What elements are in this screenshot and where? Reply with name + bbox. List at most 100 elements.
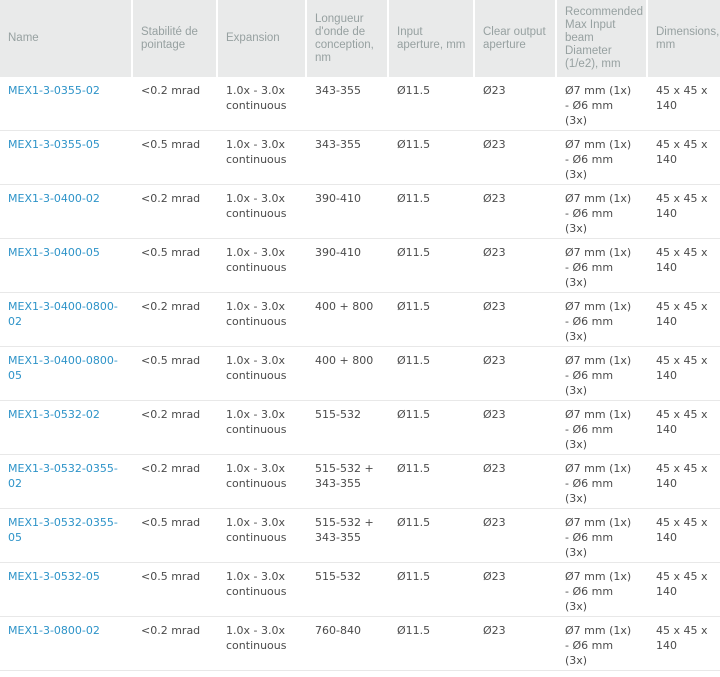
cell-wavelength: 400 + 800 — [307, 346, 389, 401]
table-body: MEX1-3-0355-02 <0.2 mrad 1.0x - 3.0x conti… — [0, 77, 720, 677]
cell-name: MEX1-3-0800-05 — [0, 670, 133, 677]
cell-clear_aperture: Ø23 — [475, 292, 557, 347]
product-link[interactable]: MEX1-3-0532-0355-05 — [8, 516, 118, 544]
table-row: MEX1-3-0355-05 <0.5 mrad 1.0x - 3.0x conti… — [0, 130, 720, 185]
cell-input_aperture: Ø11.5 — [389, 562, 475, 617]
cell-beam_diameter: Ø7 mm (1x) - Ø6 mm (3x) — [557, 130, 648, 185]
cell-wavelength: 343-355 — [307, 130, 389, 185]
cell-dimensions: 45 x 45 x 140 — [648, 238, 720, 293]
cell-input_aperture: Ø11.5 — [389, 292, 475, 347]
cell-stability: <0.5 mrad — [133, 670, 218, 677]
cell-beam_diameter: Ø7 mm (1x) - Ø6 mm (3x) — [557, 292, 648, 347]
table-row: MEX1-3-0355-02 <0.2 mrad 1.0x - 3.0x conti… — [0, 77, 720, 131]
product-link[interactable]: MEX1-3-0400-0800-02 — [8, 300, 118, 328]
cell-wavelength: 390-410 — [307, 238, 389, 293]
cell-dimensions: 45 x 45 x 140 — [648, 454, 720, 509]
table-row: MEX1-3-0532-05 <0.5 mrad 1.0x - 3.0x conti… — [0, 562, 720, 617]
cell-name: MEX1-3-0800-02 — [0, 616, 133, 671]
cell-wavelength: 515-532 + 343-355 — [307, 454, 389, 509]
column-header-stability: Stabilité de pointage — [133, 0, 218, 77]
table-header-row: Name Stabilité de pointage Expansion Longue… — [0, 0, 720, 77]
cell-name: MEX1-3-0355-02 — [0, 77, 133, 131]
cell-dimensions: 45 x 45 x 140 — [648, 346, 720, 401]
product-link[interactable]: MEX1-3-0400-02 — [8, 192, 100, 205]
cell-stability: <0.2 mrad — [133, 454, 218, 509]
product-link[interactable]: MEX1-3-0532-0355-02 — [8, 462, 118, 490]
table-row: MEX1-3-0400-05 <0.5 mrad 1.0x - 3.0x conti… — [0, 238, 720, 293]
cell-input_aperture: Ø11.5 — [389, 346, 475, 401]
cell-expansion: 1.0x - 3.0x continuous — [218, 454, 307, 509]
cell-dimensions: 45 x 45 x 140 — [648, 130, 720, 185]
product-link[interactable]: MEX1-3-0355-02 — [8, 84, 100, 97]
cell-expansion: 1.0x - 3.0x continuous — [218, 346, 307, 401]
cell-dimensions: 45 x 45 x 140 — [648, 616, 720, 671]
column-header-input_aperture: Input aperture, mm — [389, 0, 475, 77]
cell-name: MEX1-3-0532-0355-02 — [0, 454, 133, 509]
cell-name: MEX1-3-0400-0800-02 — [0, 292, 133, 347]
column-header-dimensions: Dimensions, mm — [648, 0, 720, 77]
cell-dimensions: 45 x 45 x 140 — [648, 292, 720, 347]
cell-input_aperture: Ø11.5 — [389, 454, 475, 509]
cell-dimensions: 45 x 45 x 140 — [648, 400, 720, 455]
cell-wavelength: 760-840 — [307, 670, 389, 677]
cell-wavelength: 760-840 — [307, 616, 389, 671]
cell-beam_diameter: Ø7 mm (1x) - Ø6 mm (3x) — [557, 400, 648, 455]
cell-expansion: 1.0x - 3.0x continuous — [218, 238, 307, 293]
cell-name: MEX1-3-0355-05 — [0, 130, 133, 185]
cell-clear_aperture: Ø23 — [475, 346, 557, 401]
cell-beam_diameter: Ø7 mm (1x) - Ø6 mm (3x) — [557, 184, 648, 239]
cell-stability: <0.5 mrad — [133, 130, 218, 185]
cell-name: MEX1-3-0532-02 — [0, 400, 133, 455]
cell-input_aperture: Ø11.5 — [389, 616, 475, 671]
cell-wavelength: 400 + 800 — [307, 292, 389, 347]
column-header-name: Name — [0, 0, 133, 77]
cell-beam_diameter: Ø7 mm (1x) - Ø6 mm (3x) — [557, 346, 648, 401]
product-link[interactable]: MEX1-3-0532-02 — [8, 408, 100, 421]
column-header-beam_diameter: Recommended Max Input beam Diameter (1/e… — [557, 0, 648, 77]
cell-stability: <0.5 mrad — [133, 346, 218, 401]
cell-expansion: 1.0x - 3.0x continuous — [218, 130, 307, 185]
cell-stability: <0.5 mrad — [133, 562, 218, 617]
column-header-expansion: Expansion — [218, 0, 307, 77]
table-row: MEX1-3-0400-02 <0.2 mrad 1.0x - 3.0x conti… — [0, 184, 720, 239]
cell-wavelength: 390-410 — [307, 184, 389, 239]
cell-clear_aperture: Ø23 — [475, 508, 557, 563]
cell-beam_diameter: Ø7 mm (1x) - Ø6 mm (3x) — [557, 670, 648, 677]
cell-clear_aperture: Ø23 — [475, 184, 557, 239]
product-link[interactable]: MEX1-3-0355-05 — [8, 138, 100, 151]
cell-stability: <0.5 mrad — [133, 238, 218, 293]
cell-beam_diameter: Ø7 mm (1x) - Ø6 mm (3x) — [557, 562, 648, 617]
cell-wavelength: 515-532 + 343-355 — [307, 508, 389, 563]
cell-input_aperture: Ø11.5 — [389, 238, 475, 293]
cell-input_aperture: Ø11.5 — [389, 670, 475, 677]
cell-input_aperture: Ø11.5 — [389, 130, 475, 185]
cell-stability: <0.2 mrad — [133, 292, 218, 347]
product-link[interactable]: MEX1-3-0400-0800-05 — [8, 354, 118, 382]
product-link[interactable]: MEX1-3-0400-05 — [8, 246, 100, 259]
table-row: MEX1-3-0800-02 <0.2 mrad 1.0x - 3.0x conti… — [0, 616, 720, 671]
cell-expansion: 1.0x - 3.0x continuous — [218, 400, 307, 455]
table-row: MEX1-3-0532-02 <0.2 mrad 1.0x - 3.0x conti… — [0, 400, 720, 455]
column-header-clear_aperture: Clear output aperture — [475, 0, 557, 77]
cell-dimensions: 45 x 45 x 140 — [648, 562, 720, 617]
cell-clear_aperture: Ø23 — [475, 670, 557, 677]
cell-beam_diameter: Ø7 mm (1x) - Ø6 mm (3x) — [557, 616, 648, 671]
cell-stability: <0.5 mrad — [133, 508, 218, 563]
cell-expansion: 1.0x - 3.0x continuous — [218, 670, 307, 677]
column-header-wavelength: Longueur d'onde de conception, nm — [307, 0, 389, 77]
cell-name: MEX1-3-0400-02 — [0, 184, 133, 239]
cell-input_aperture: Ø11.5 — [397, 84, 431, 97]
cell-clear_aperture: Ø23 — [475, 238, 557, 293]
cell-dimensions: 45 x 45 x 140 — [648, 508, 720, 563]
cell-name: MEX1-3-0400-05 — [0, 238, 133, 293]
cell-dimensions: 45 x 45 x 140 — [648, 184, 720, 239]
cell-clear_aperture: Ø23 — [475, 400, 557, 455]
product-link[interactable]: MEX1-3-0532-05 — [8, 570, 100, 583]
product-link[interactable]: MEX1-3-0800-02 — [8, 624, 100, 637]
cell-expansion: 1.0x - 3.0x continuous — [218, 562, 307, 617]
cell-clear_aperture: Ø23 — [475, 454, 557, 509]
cell-input_aperture: Ø11.5 — [389, 400, 475, 455]
cell-name: MEX1-3-0532-0355-05 — [0, 508, 133, 563]
